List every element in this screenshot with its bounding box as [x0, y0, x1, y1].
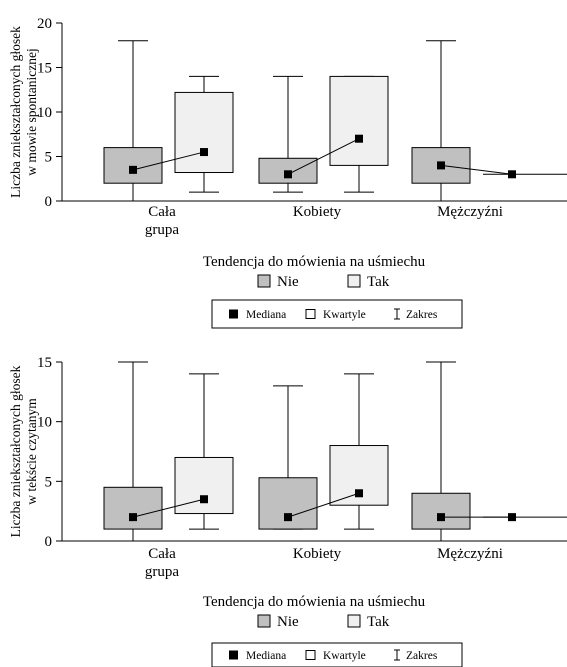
median-marker [284, 170, 292, 179]
median-marker [437, 161, 445, 170]
x-category-label: Cała [148, 204, 176, 220]
chart-panel-2: 0 5 10 15 Liczba zniekształconych głosek w te… [8, 355, 567, 667]
median-marker [200, 148, 208, 157]
legend-quartile-icon [305, 650, 316, 660]
legend-swatch [347, 614, 361, 628]
y-tick-label: 5 [45, 474, 53, 490]
median-connector [287, 138, 360, 175]
median-marker [355, 134, 363, 143]
legend-stat-label: Kwartyle [323, 650, 366, 662]
legend-stat-label: Zakres [406, 650, 438, 662]
median-connector [132, 151, 205, 171]
legend-quartile-icon [305, 309, 316, 319]
y-axis-label: Liczba zniekształconych głosek [8, 365, 23, 537]
legend-stat-label: Mediana [246, 650, 286, 662]
median-connector [440, 164, 513, 175]
y-tick-label: 10 [37, 105, 52, 121]
y-tick-label: 0 [45, 194, 53, 210]
x-axis-label: Tendencja do mówienia na uśmiechu [203, 594, 426, 610]
statistics-legend: Mediana Kwartyle Zakres [211, 299, 463, 329]
legend-median-icon [229, 650, 238, 660]
x-category-label: grupa [145, 564, 179, 580]
median-marker [129, 513, 137, 522]
y-tick-label: 5 [45, 150, 53, 166]
legend-frame [211, 299, 463, 329]
legend-frame [211, 642, 463, 667]
y-tick-label: 20 [37, 16, 52, 32]
median-marker [284, 513, 292, 522]
series-legend: Nie Tak [257, 274, 390, 290]
legend-label: Nie [277, 274, 299, 290]
median-marker [508, 170, 516, 179]
median-marker [129, 165, 137, 174]
median-marker [508, 513, 516, 522]
x-category-label: Mężczyźni [437, 546, 503, 562]
y-axis-label: w tekście czytanym [24, 398, 39, 505]
quartile-box [103, 147, 163, 184]
y-tick-label: 15 [37, 355, 52, 371]
y-tick-label: 0 [45, 534, 53, 550]
median-marker [355, 489, 363, 498]
median-connector [287, 492, 360, 518]
legend-label: Nie [277, 614, 299, 630]
x-category-label: Kobiety [293, 546, 342, 562]
quartile-box [174, 91, 234, 174]
legend-stat-label: Mediana [246, 309, 286, 321]
legend-swatch [257, 274, 271, 288]
x-category-label: Mężczyźni [437, 204, 503, 220]
chart-panel-1: 0 5 10 15 20 Liczba zniekształconych głosek w … [8, 16, 567, 329]
x-category-label: Kobiety [293, 204, 342, 220]
legend-swatch [347, 274, 361, 288]
legend-label: Tak [367, 274, 390, 290]
median-marker [437, 513, 445, 522]
quartile-box [258, 477, 318, 530]
quartile-box [103, 486, 163, 530]
median-connector [132, 498, 205, 518]
legend-median-icon [229, 309, 238, 319]
series-legend: Nie Tak [257, 614, 390, 630]
y-axis-label: Liczba zniekształconych głosek [8, 26, 23, 198]
x-category-label: Cała [148, 546, 176, 562]
x-axis-label: Tendencja do mówienia na uśmiechu [203, 254, 426, 270]
quartile-box [329, 75, 389, 166]
y-tick-label: 10 [37, 415, 52, 431]
y-axis-label: w mowie spontanicznej [24, 48, 39, 175]
median-marker [200, 495, 208, 504]
quartile-box [411, 492, 471, 530]
legend-stat-label: Kwartyle [323, 309, 366, 321]
quartile-box [174, 456, 234, 515]
y-tick-label: 15 [37, 61, 52, 77]
statistics-legend: Mediana Kwartyle Zakres [211, 642, 463, 667]
x-category-label: grupa [145, 222, 179, 238]
legend-swatch [257, 614, 271, 628]
legend-stat-label: Zakres [406, 309, 438, 321]
legend-label: Tak [367, 614, 390, 630]
